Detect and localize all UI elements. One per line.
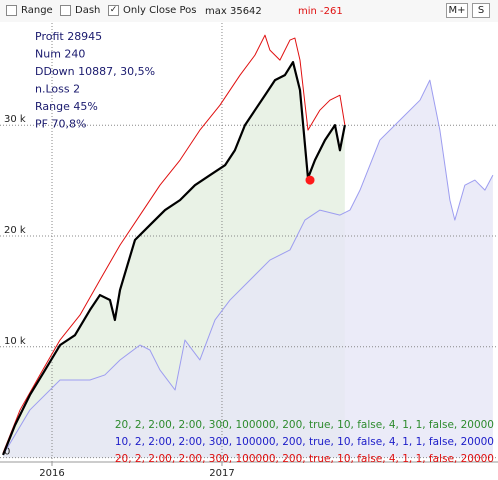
series-line bbox=[2, 60, 346, 456]
button[interactable]: S bbox=[472, 3, 490, 18]
x-tick-label: 2017 bbox=[209, 468, 234, 479]
y-tick-label: 30 k bbox=[4, 114, 26, 125]
checkbox[interactable]: Range bbox=[6, 5, 53, 16]
checkbox-box[interactable] bbox=[60, 5, 71, 16]
stat-line: Range 45% bbox=[35, 100, 98, 113]
y-tick-label: 10 k bbox=[4, 336, 26, 347]
min-label: min -261 bbox=[298, 6, 343, 17]
checkbox-box[interactable] bbox=[6, 5, 17, 16]
stat-line: n.Loss 2 bbox=[35, 83, 80, 96]
legend-entry: 20, 2, 2:00, 2:00, 300, 100000, 200, tru… bbox=[115, 419, 494, 431]
series-line bbox=[2, 34, 346, 454]
checkbox-box[interactable]: ✓ bbox=[108, 5, 119, 16]
y-tick-label: 0 bbox=[4, 447, 10, 458]
stat-line: PF 70,8% bbox=[35, 118, 86, 131]
stat-line: Profit 28945 bbox=[35, 30, 102, 43]
checkbox-label: Only Close Pos bbox=[123, 5, 197, 16]
x-tick-label: 2016 bbox=[39, 468, 64, 479]
checkbox-label: Range bbox=[21, 5, 53, 16]
button[interactable]: M+ bbox=[446, 3, 468, 18]
checkbox[interactable]: Dash bbox=[60, 5, 100, 16]
checkbox[interactable]: ✓ Only Close Pos bbox=[108, 5, 197, 16]
legend-entry: 20, 2, 2:00, 2:00, 300, 100000, 200, tru… bbox=[115, 453, 494, 465]
area bbox=[3, 80, 493, 458]
stat-line: Num 240 bbox=[35, 48, 85, 61]
checkbox-label: Dash bbox=[75, 5, 101, 16]
min-point bbox=[305, 175, 315, 185]
stat-line: DDown 10887, 30,5% bbox=[35, 65, 155, 78]
series-line bbox=[2, 79, 494, 456]
legend-entry: 10, 2, 2:00, 2:00, 300, 100000, 200, tru… bbox=[115, 436, 494, 448]
toolbar: Range Dash ✓ Only Close Pos max 35642 min -26… bbox=[0, 0, 498, 22]
y-tick-label: 20 k bbox=[4, 225, 26, 236]
max-label: max 35642 bbox=[205, 6, 262, 17]
